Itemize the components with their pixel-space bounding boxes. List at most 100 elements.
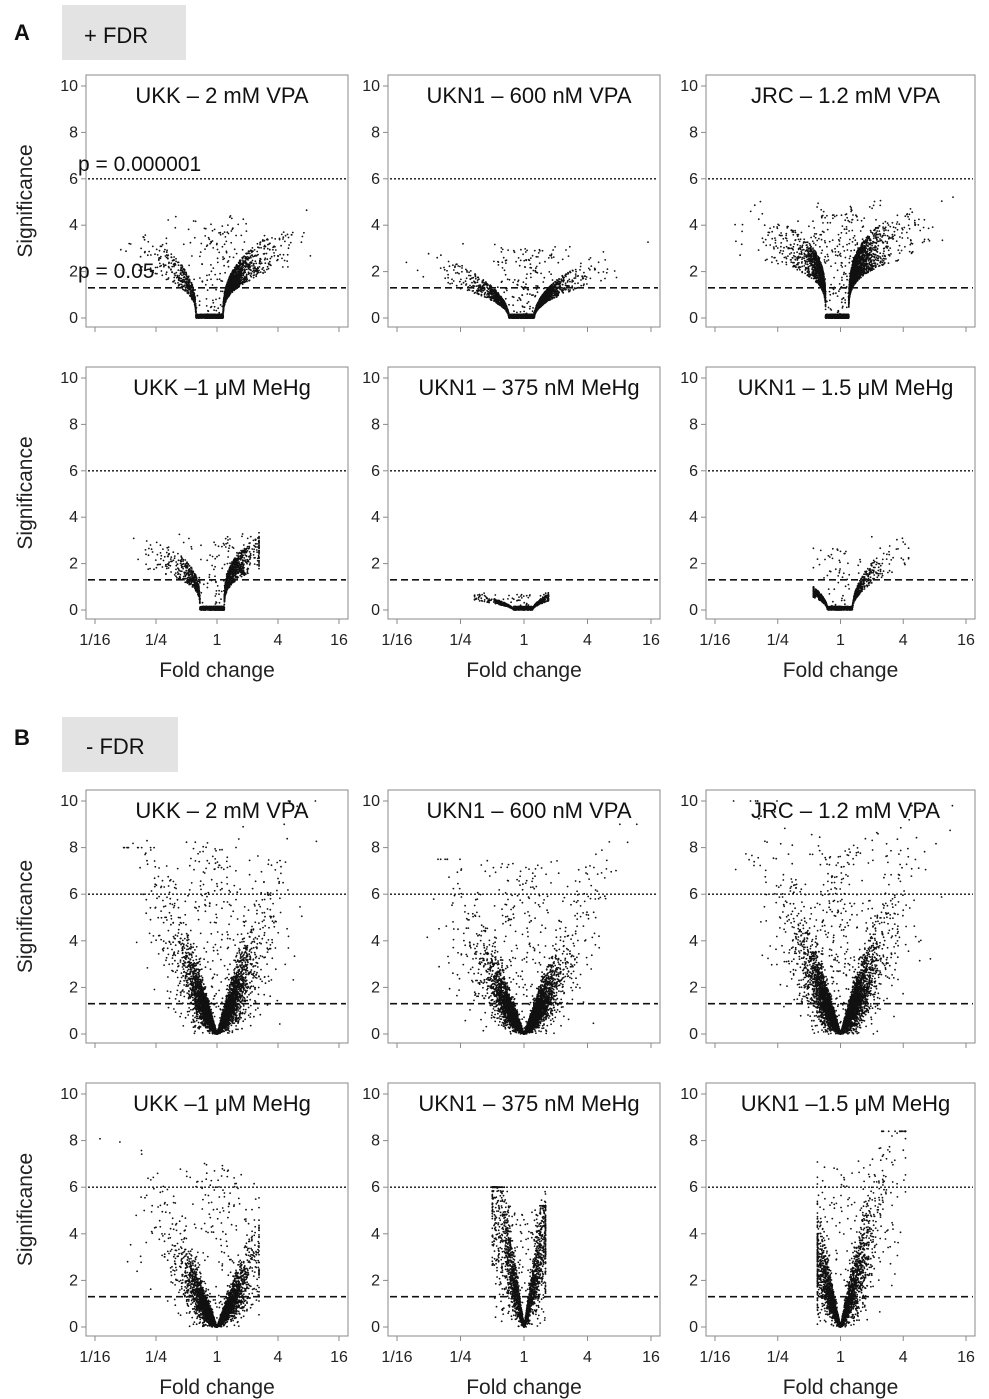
data-point bbox=[253, 277, 255, 279]
data-point bbox=[212, 230, 214, 232]
data-point bbox=[219, 297, 221, 299]
data-point bbox=[245, 223, 247, 225]
data-point bbox=[174, 280, 176, 282]
data-point bbox=[214, 229, 216, 231]
data-point bbox=[212, 247, 214, 249]
data-point bbox=[178, 264, 180, 266]
data-point bbox=[283, 231, 285, 233]
data-point bbox=[190, 242, 192, 244]
data-point bbox=[229, 216, 231, 218]
data-point bbox=[236, 279, 238, 281]
data-point bbox=[286, 260, 288, 262]
data-point bbox=[252, 256, 254, 258]
data-point bbox=[199, 304, 201, 306]
data-point bbox=[210, 278, 212, 280]
data-point bbox=[230, 242, 232, 244]
data-point bbox=[302, 236, 304, 238]
section-b-header: B - FDR bbox=[14, 717, 178, 772]
data-point bbox=[275, 249, 277, 251]
data-point bbox=[224, 243, 226, 245]
data-point bbox=[256, 251, 258, 253]
data-point bbox=[251, 273, 253, 275]
data-point bbox=[284, 260, 286, 262]
data-point bbox=[271, 237, 273, 239]
data-point bbox=[173, 266, 175, 268]
data-point bbox=[208, 274, 210, 276]
data-point bbox=[199, 256, 201, 258]
data-point bbox=[263, 253, 265, 255]
data-point bbox=[221, 280, 223, 282]
data-point bbox=[235, 235, 237, 237]
data-point bbox=[249, 253, 251, 255]
data-point bbox=[244, 270, 246, 272]
data-point bbox=[260, 271, 262, 273]
data-point bbox=[175, 258, 177, 260]
data-point bbox=[163, 251, 165, 253]
data-point bbox=[257, 243, 259, 245]
data-point bbox=[243, 274, 245, 276]
data-point bbox=[170, 262, 172, 264]
data-point bbox=[266, 258, 268, 260]
data-point bbox=[144, 234, 146, 236]
data-point bbox=[159, 266, 161, 268]
data-point bbox=[248, 257, 250, 259]
data-point bbox=[182, 266, 184, 268]
data-point bbox=[155, 267, 157, 269]
data-point bbox=[260, 261, 262, 263]
data-point bbox=[191, 255, 193, 257]
data-point bbox=[217, 307, 219, 309]
data-point bbox=[269, 249, 271, 251]
data-point bbox=[181, 284, 183, 286]
data-point bbox=[255, 263, 257, 265]
data-point bbox=[168, 262, 170, 264]
data-point bbox=[271, 256, 273, 258]
data-point bbox=[272, 249, 274, 251]
data-point bbox=[282, 236, 284, 238]
data-point bbox=[252, 271, 254, 273]
data-point bbox=[161, 270, 163, 272]
data-point bbox=[172, 281, 174, 283]
data-point bbox=[165, 273, 167, 275]
data-point bbox=[252, 260, 254, 262]
data-point bbox=[212, 302, 214, 304]
data-point bbox=[217, 262, 219, 264]
data-point bbox=[148, 251, 150, 253]
data-point bbox=[210, 223, 212, 225]
data-point bbox=[147, 254, 149, 256]
data-point bbox=[216, 279, 218, 281]
data-point bbox=[154, 253, 156, 255]
data-point bbox=[197, 295, 199, 297]
data-point bbox=[201, 263, 203, 265]
data-point bbox=[216, 243, 218, 245]
data-point bbox=[175, 216, 177, 218]
data-point bbox=[241, 279, 243, 281]
data-point bbox=[147, 241, 149, 243]
data-point bbox=[159, 263, 161, 265]
data-point bbox=[199, 300, 201, 302]
data-point bbox=[264, 235, 266, 237]
data-point bbox=[306, 209, 308, 211]
data-point bbox=[222, 256, 224, 258]
y-tick-label: 0 bbox=[69, 310, 78, 327]
data-point bbox=[273, 252, 275, 254]
data-point bbox=[167, 254, 169, 256]
data-point bbox=[292, 232, 294, 234]
data-point bbox=[140, 248, 142, 250]
section-a-label: + FDR bbox=[84, 23, 148, 48]
data-point bbox=[152, 246, 154, 248]
data-point bbox=[257, 254, 259, 256]
data-point bbox=[279, 238, 281, 240]
data-point bbox=[283, 254, 285, 256]
data-point bbox=[216, 287, 218, 289]
data-point bbox=[212, 267, 214, 269]
data-point bbox=[277, 255, 279, 257]
data-point bbox=[249, 280, 251, 282]
data-point bbox=[222, 233, 224, 235]
section-b-label: - FDR bbox=[86, 734, 145, 759]
data-point bbox=[222, 246, 224, 248]
data-point bbox=[222, 291, 224, 293]
data-point bbox=[262, 272, 264, 274]
data-point bbox=[284, 241, 286, 243]
